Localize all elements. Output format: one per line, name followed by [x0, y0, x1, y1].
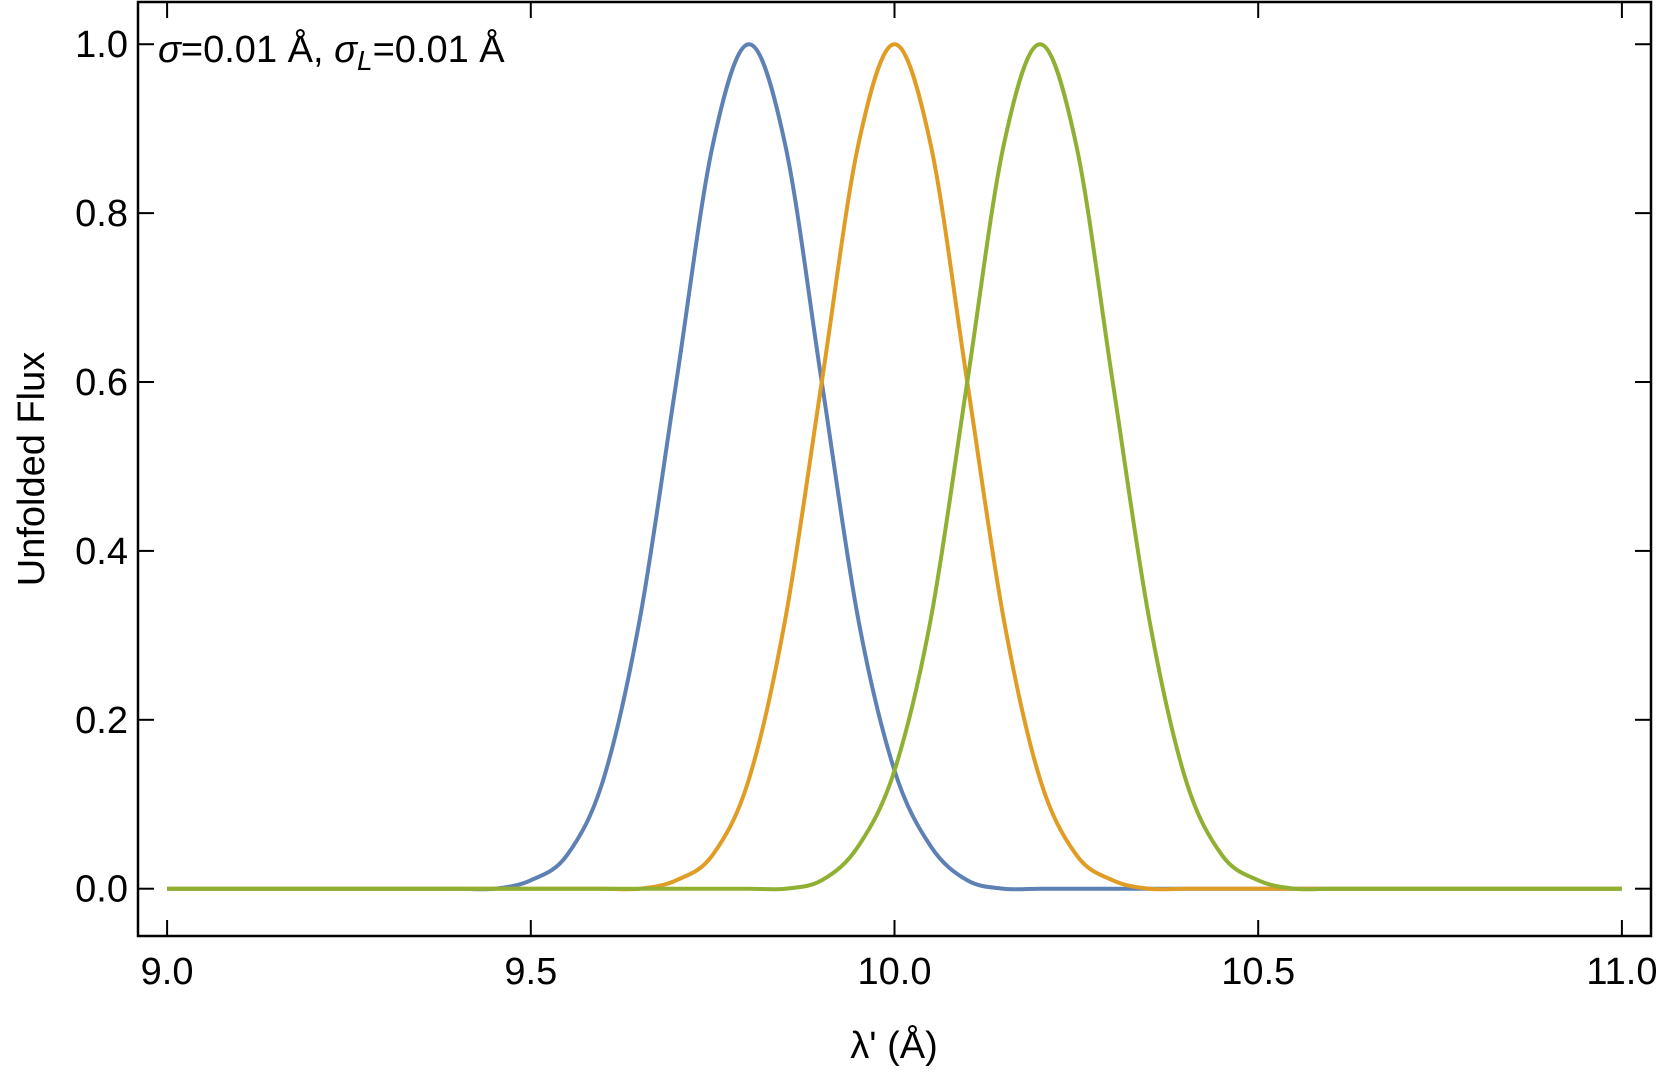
x-tick-label: 9.5 — [504, 951, 557, 993]
x-axis-label: λ' (Å) — [850, 1023, 937, 1067]
y-tick-label: 0.8 — [75, 193, 128, 235]
annotation-part: =0.01 Å — [373, 27, 506, 71]
line-series — [167, 42, 1622, 892]
annotation-part: L — [357, 45, 373, 76]
x-tick-label: 9.0 — [141, 951, 194, 993]
x-tick-label: 10.5 — [1221, 951, 1295, 993]
y-axis-label: Unfolded Flux — [11, 352, 53, 586]
x-tick-label: 10.0 — [858, 951, 932, 993]
plot-frame — [136, 0, 1653, 938]
y-tick-label: 0.0 — [75, 869, 128, 911]
y-tick-label: 0.4 — [75, 531, 128, 573]
annotation-part: =0.01 Å, — [181, 27, 334, 71]
y-tick-label: 1.0 — [75, 24, 128, 66]
line-series — [167, 42, 1622, 892]
y-tick-label: 0.6 — [75, 362, 128, 404]
line-series — [167, 42, 1622, 892]
y-tick-label: 0.2 — [75, 700, 128, 742]
annotation: σ=0.01 Å, σL=0.01 Å — [158, 27, 505, 76]
annotation-part: σ — [158, 29, 183, 71]
annotation-part: σ — [334, 29, 359, 71]
x-tick-label: 11.0 — [1586, 951, 1657, 993]
